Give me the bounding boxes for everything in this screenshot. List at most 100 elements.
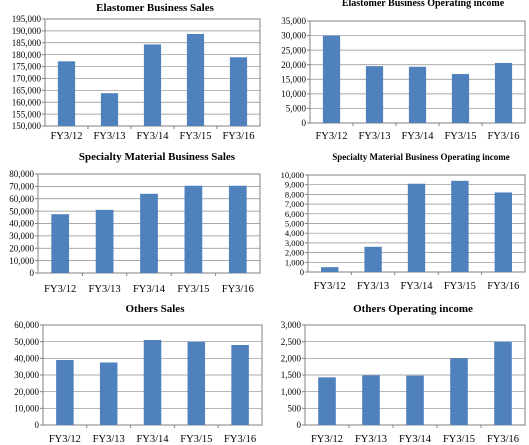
y-tick-label: 25,000 xyxy=(281,45,306,55)
chart-title: Elastomer Business Sales xyxy=(96,2,214,14)
bar xyxy=(99,362,118,425)
x-tick-label: FY3/15 xyxy=(179,131,211,142)
bar xyxy=(100,93,119,126)
bar xyxy=(451,180,469,272)
y-tick-label: 0 xyxy=(300,267,304,277)
x-tick-label: FY3/14 xyxy=(401,131,434,142)
y-tick-label: 30,000 xyxy=(9,231,34,241)
x-tick-label: FY3/16 xyxy=(222,131,254,142)
y-tick-label: 0 xyxy=(35,420,40,430)
x-tick-label: FY3/14 xyxy=(399,434,432,445)
y-tick-label: 2,000 xyxy=(281,353,302,363)
y-tick-label: 8,000 xyxy=(285,189,304,199)
bar xyxy=(186,33,205,127)
y-tick-label: 0 xyxy=(297,420,302,430)
y-tick-label: 175,000 xyxy=(12,62,42,72)
x-tick-label: FY3/12 xyxy=(314,281,346,292)
chart-panel-6: 0 500 1,000 1,500 2,000 2,500 3,000 FY3/12 FY3/1… xyxy=(281,303,526,445)
bar xyxy=(494,62,513,123)
bar xyxy=(321,267,339,272)
y-tick-label: 0 xyxy=(302,118,307,128)
y-tick-label: 2,000 xyxy=(285,248,304,258)
y-tick-label: 20,000 xyxy=(281,60,306,70)
y-tick-label: 3,000 xyxy=(285,238,304,248)
chart-title: Others Operating income xyxy=(353,303,473,315)
chart-title: Others Sales xyxy=(126,303,186,315)
x-tick-label: FY3/16 xyxy=(222,284,254,295)
y-tick-label: 70,000 xyxy=(9,182,34,192)
y-tick-label: 195,000 xyxy=(12,14,42,24)
y-tick-label: 6,000 xyxy=(285,209,304,219)
bar xyxy=(406,375,424,425)
y-tick-label: 20,000 xyxy=(14,387,39,397)
x-tick-label: FY3/15 xyxy=(443,434,475,445)
y-tick-label: 150,000 xyxy=(12,121,42,131)
y-tick-label: 80,000 xyxy=(9,169,34,179)
y-tick-label: 10,000 xyxy=(281,170,304,180)
chart-panel-4: 01,0002,0003,0004,0005,0006,0007,0008,00… xyxy=(281,152,526,292)
x-tick-label: FY3/13 xyxy=(93,131,125,142)
bar xyxy=(450,358,468,425)
y-tick-label: 10,000 xyxy=(281,89,306,99)
chart-title: Specialty Material Business Sales xyxy=(79,151,236,163)
y-tick-label: 10,000 xyxy=(9,256,34,266)
y-tick-label: 60,000 xyxy=(9,194,34,204)
y-tick-label: 160,000 xyxy=(12,97,42,107)
x-tick-label: FY3/16 xyxy=(487,131,519,142)
x-tick-label: FY3/14 xyxy=(133,284,166,295)
y-tick-label: 190,000 xyxy=(12,26,42,36)
y-tick-label: 9,000 xyxy=(285,180,304,190)
x-tick-label: FY3/13 xyxy=(358,131,390,142)
y-tick-label: 3,000 xyxy=(281,320,302,330)
bar xyxy=(322,35,341,124)
x-tick-label: FY3/16 xyxy=(487,281,519,292)
y-tick-label: 1,000 xyxy=(281,387,302,397)
bar xyxy=(231,345,249,425)
bar xyxy=(228,185,247,273)
bar xyxy=(318,377,336,425)
bar xyxy=(494,192,512,272)
x-tick-label: FY3/13 xyxy=(357,281,389,292)
y-tick-label: 10,000 xyxy=(14,403,39,413)
y-tick-label: 185,000 xyxy=(12,38,42,48)
bar xyxy=(364,246,382,272)
bar xyxy=(56,360,74,425)
y-tick-label: 40,000 xyxy=(14,353,39,363)
x-tick-label: FY3/12 xyxy=(49,434,81,445)
x-tick-label: FY3/15 xyxy=(444,131,476,142)
chart-panel-2: 0 5,000 10,000 15,000 20,000 25,000 30,000 35,0… xyxy=(281,0,526,142)
y-tick-label: 30,000 xyxy=(281,31,306,41)
bar xyxy=(365,66,384,123)
bar xyxy=(408,66,427,123)
y-tick-label: 500 xyxy=(288,403,302,413)
y-tick-label: 1,000 xyxy=(285,257,304,267)
x-tick-label: FY3/15 xyxy=(444,281,476,292)
y-tick-label: 30,000 xyxy=(14,370,39,380)
x-tick-label: FY3/13 xyxy=(355,434,387,445)
y-tick-label: 5,000 xyxy=(285,218,304,228)
y-tick-label: 0 xyxy=(30,268,35,278)
bar xyxy=(95,209,114,273)
y-tick-label: 35,000 xyxy=(281,16,306,26)
chart-panel-3: 0 10,000 20,000 30,000 40,000 50,000 60,000 70,… xyxy=(9,151,261,295)
y-tick-label: 5,000 xyxy=(286,104,307,114)
bar xyxy=(451,74,470,123)
chart-title: Elastomer Business Operating income xyxy=(342,0,505,9)
x-tick-label: FY3/13 xyxy=(89,284,121,295)
x-tick-label: FY3/16 xyxy=(224,434,256,445)
y-tick-label: 165,000 xyxy=(12,85,42,95)
bar xyxy=(51,214,70,273)
y-tick-label: 170,000 xyxy=(12,74,42,84)
bar xyxy=(494,341,512,425)
y-tick-label: 40,000 xyxy=(9,219,34,229)
x-tick-label: FY3/15 xyxy=(177,284,209,295)
bar xyxy=(143,340,162,425)
x-tick-label: FY3/16 xyxy=(487,434,519,445)
y-tick-label: 4,000 xyxy=(285,228,304,238)
bar xyxy=(229,57,248,126)
y-tick-label: 1,500 xyxy=(281,370,302,380)
y-tick-label: 180,000 xyxy=(12,50,42,60)
x-tick-label: FY3/13 xyxy=(93,434,125,445)
chart-title: Specialty Material Business Operating in… xyxy=(332,152,510,162)
